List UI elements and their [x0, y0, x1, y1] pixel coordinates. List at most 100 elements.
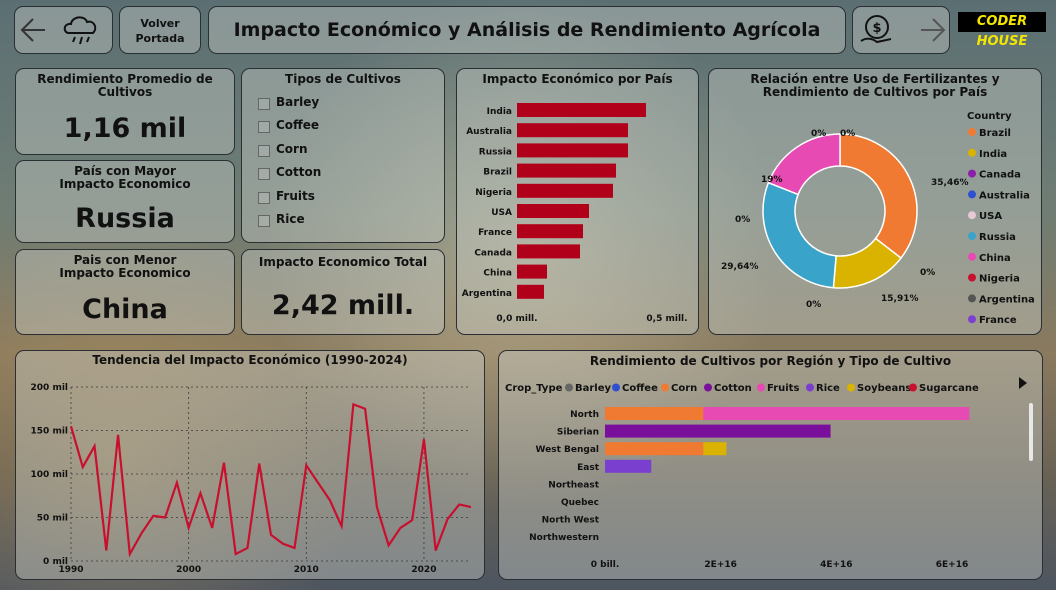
kpi-avg-yield-value: 1,16 mil	[63, 113, 187, 144]
impact-by-country-svg: India Australia Russia Brazil Nigeria USA Fran…	[462, 103, 688, 324]
checkbox[interactable]	[258, 98, 270, 110]
kpi-avg-yield-card: Rendimiento Promedio de Cultivos 1,16 mi…	[15, 68, 235, 155]
legend-label: Russia	[979, 232, 1016, 243]
chart-title: Rendimiento de Cultivos por Región y Tip…	[589, 354, 952, 368]
bar-category-label: West Bengal	[536, 445, 599, 455]
fertilizer-donut-svg: 35,46% 15,91% 0% 0% 0% 29,64% 19% 0% 0% Country Br…	[721, 111, 1035, 326]
fertilizer-donut-chart: Relación entre Uso de Fertilizantes y Re…	[708, 68, 1042, 335]
bar	[517, 123, 628, 138]
vertical-scrollbar[interactable]	[1029, 403, 1033, 461]
bar-category-label: Nigeria	[475, 188, 512, 198]
bar-segment	[605, 407, 704, 420]
x-tick-label: 2E+16	[704, 560, 736, 570]
donut-data-label: 29,64%	[721, 262, 759, 272]
checkbox[interactable]	[258, 121, 270, 133]
back-to-cover-label: Volver Portada	[135, 17, 185, 45]
x-tick-label: 1990	[58, 565, 83, 575]
legend-marker	[565, 383, 573, 392]
checkbox[interactable]	[258, 145, 270, 157]
legend-label: Nigeria	[979, 274, 1020, 285]
legend-marker	[968, 294, 976, 303]
legend-marker	[968, 252, 976, 261]
kpi-total-impact-title: Impacto Economico Total	[258, 255, 428, 269]
legend-marker	[968, 315, 976, 324]
back-arrow-icon	[20, 18, 45, 42]
bar-segment	[605, 442, 704, 456]
legend-label: Cotton	[714, 383, 752, 394]
donut-data-label: 0%	[735, 215, 750, 225]
back-to-cover-button[interactable]: Volver Portada	[119, 6, 201, 54]
y-tick-label: 100 mil	[31, 470, 68, 480]
legend-marker	[909, 383, 917, 392]
kpi-total-impact-card: Impacto Economico Total 2,42 mill.	[241, 249, 445, 335]
legend-marker	[968, 232, 976, 240]
legend-label: Brazil	[979, 128, 1011, 139]
bar-category-label: Brazil	[483, 168, 512, 178]
kpi-max-country-card: País con Mayor Impacto Economico Russia	[15, 160, 235, 243]
x-tick-label: 2020	[411, 565, 436, 575]
bar-category-label: Canada	[474, 248, 512, 258]
donut-data-label: 0%	[806, 300, 821, 310]
x-tick-label: 0 bill.	[591, 560, 620, 570]
kpi-avg-yield-title: Rendimiento Promedio de Cultivos	[37, 72, 213, 99]
kpi-total-impact-value: 2,42 mill.	[271, 290, 415, 321]
x-tick-label: 0,5 mill.	[646, 314, 687, 324]
impact-by-country-chart: Impacto Económico por País India Australi…	[456, 68, 699, 335]
bar	[517, 103, 646, 117]
legend-label: Sugarcane	[919, 383, 979, 394]
kpi-max-country-value: Russia	[75, 203, 175, 234]
bar	[517, 264, 547, 279]
y-tick-label: 0 mil	[43, 557, 68, 567]
crop-option-label: Fruits	[276, 189, 315, 203]
legend-marker	[704, 383, 712, 392]
bar-segment	[605, 459, 652, 473]
x-tick-label: 0,0 mill.	[496, 314, 537, 324]
checkbox[interactable]	[258, 192, 270, 204]
legend-label: China	[979, 253, 1011, 264]
crop-type-slicer: Tipos de Cultivos Barley Coffee Corn Cot…	[241, 68, 445, 243]
crop-option-label: Corn	[276, 142, 308, 156]
kpi-min-country-title: Pais con Menor Impacto Economico	[59, 253, 191, 280]
legend-label: France	[979, 315, 1017, 326]
cloud-rain-icon	[63, 16, 97, 45]
crop-option-label: Coffee	[276, 118, 320, 132]
bar	[517, 143, 628, 158]
bar-category-label: Northeast	[548, 480, 599, 490]
legend-marker	[661, 383, 669, 392]
chart-title: Impacto Económico por País	[482, 72, 673, 86]
legend-marker	[968, 169, 976, 178]
bar-category-label: India	[487, 107, 512, 117]
yield-region-crop-svg: Crop_Type Barley Coffee Corn Cotton Fruits Ric…	[505, 383, 979, 570]
kpi-min-country-card: Pais con Menor Impacto Economico China	[15, 249, 235, 335]
bar-category-label: France	[478, 228, 512, 238]
x-tick-label: 4E+16	[820, 560, 852, 570]
donut-data-label: 0%	[840, 129, 855, 139]
crop-type-slicer-title: Tipos de Cultivos	[285, 72, 401, 86]
checkbox[interactable]	[258, 215, 270, 227]
back-nav-button[interactable]	[14, 6, 113, 54]
bar-category-label: North	[570, 410, 599, 420]
crop-option-label: Barley	[276, 95, 320, 109]
svg-text:$: $	[872, 21, 881, 36]
impact-trend-svg: 0 mil 50 mil 100 mil 150 mil 200 mil 1990 2000…	[31, 383, 472, 575]
legend-marker	[968, 190, 976, 199]
crop-option-label: Cotton	[276, 165, 322, 179]
forward-arrow-icon	[921, 18, 946, 42]
bar-category-label: China	[483, 269, 512, 279]
bar	[517, 244, 580, 259]
donut-slice	[762, 181, 837, 289]
bar	[517, 284, 544, 299]
play-icon[interactable]	[1019, 377, 1027, 389]
checkbox[interactable]	[258, 168, 270, 180]
x-tick-label: 2010	[294, 565, 319, 575]
kpi-min-country-value: China	[82, 294, 168, 325]
legend-marker	[968, 211, 976, 220]
forward-nav-button[interactable]: $	[852, 6, 950, 54]
kpi-max-country-title: País con Mayor Impacto Economico	[59, 164, 191, 191]
legend-marker	[757, 383, 765, 392]
legend-label: India	[979, 149, 1007, 160]
x-tick-label: 6E+16	[936, 560, 968, 570]
y-tick-label: 150 mil	[31, 427, 68, 437]
legend-label: Barley	[575, 383, 612, 394]
title-bar: Impacto Económico y Análisis de Rendimie…	[208, 6, 846, 54]
